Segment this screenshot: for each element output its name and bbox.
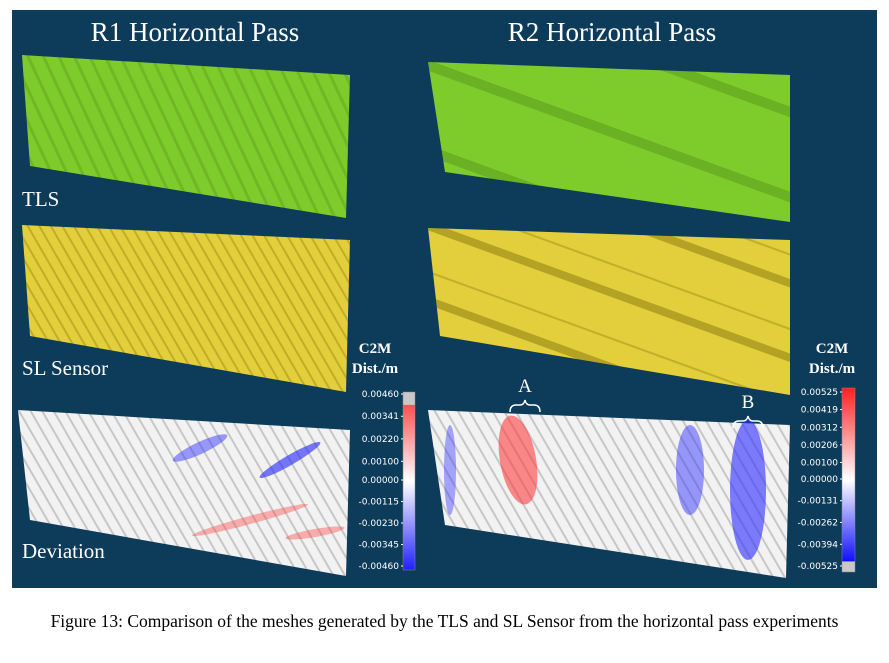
- colorbar-tick-label: -0.00115: [359, 498, 399, 508]
- annotation: B: [742, 392, 755, 413]
- column-title: R1 Horizontal Pass: [91, 17, 300, 47]
- colorbar-title: Dist./m: [809, 361, 856, 377]
- colorbar-tick-label: 0.00206: [801, 441, 838, 451]
- colorbar-tick-label: 0.00100: [362, 457, 399, 467]
- mesh-r1-deviation: [18, 410, 350, 576]
- colorbar-tick-label: 0.00525: [801, 388, 838, 398]
- annotation-braces: [509, 399, 764, 429]
- colorbar-tick-label: 0.00341: [362, 412, 399, 422]
- colorbar-tick-label: 0.00100: [801, 458, 838, 468]
- colorbar-tick-label: -0.00230: [359, 519, 400, 529]
- colorbar-title: C2M: [359, 341, 392, 357]
- column-title: R2 Horizontal Pass: [508, 17, 717, 47]
- colorbar-tick-label: -0.00345: [359, 541, 399, 551]
- row-label: Deviation: [22, 539, 105, 563]
- mesh-r2-tls: [428, 62, 790, 222]
- colorbar-tick-label: 0.00312: [801, 423, 838, 433]
- colorbar-tick-label: 0.00419: [801, 406, 838, 416]
- caption: Figure 13: Comparison of the meshes gene…: [50, 611, 839, 631]
- colorbar: [402, 391, 416, 571]
- row-label: SL Sensor: [22, 356, 108, 380]
- colorbar-tick-label: -0.00460: [359, 562, 400, 572]
- annotation: A: [518, 376, 532, 397]
- row-label: TLS: [22, 187, 59, 211]
- mesh-r2-deviation: [428, 410, 790, 578]
- colorbar-tick-label: -0.00394: [798, 540, 839, 550]
- colorbar-title: C2M: [816, 341, 849, 357]
- colorbar-tick-label: 0.00000: [801, 475, 838, 485]
- mesh-r1-sl: [22, 225, 350, 392]
- colorbar-tick-label: 0.00000: [362, 476, 399, 486]
- mesh-r2-sl: [428, 228, 790, 395]
- figure: R1 Horizontal Pass R2 Horizontal Pass TL…: [12, 10, 877, 588]
- colorbar: [841, 387, 856, 573]
- colorbar-tick-label: -0.00525: [798, 562, 838, 572]
- mesh-r1-tls: [22, 55, 350, 218]
- colorbar-tick-label: -0.00262: [798, 518, 838, 528]
- colorbar-title: Dist./m: [352, 361, 399, 377]
- colorbar-tick-label: 0.00220: [362, 435, 399, 445]
- colorbar-tick-label: -0.00131: [798, 497, 838, 507]
- colorbar-tick-label: 0.00460: [362, 390, 399, 400]
